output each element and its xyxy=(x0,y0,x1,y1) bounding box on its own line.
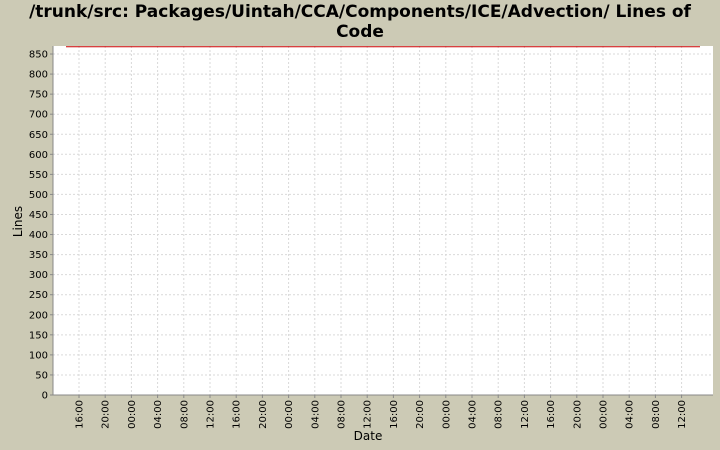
x-tick-label: 00:00 xyxy=(599,400,610,429)
y-tick-label: 800 xyxy=(29,70,48,81)
y-tick-label: 650 xyxy=(29,130,48,141)
x-tick-label: 20:00 xyxy=(101,400,112,429)
x-tick-label: 20:00 xyxy=(258,400,269,429)
x-tick-label: 20:00 xyxy=(572,400,583,429)
y-tick-label: 350 xyxy=(29,250,48,261)
chart-title-line-2: Code xyxy=(336,22,384,42)
x-tick-label: 12:00 xyxy=(520,400,531,429)
x-tick-label: 12:00 xyxy=(363,400,374,429)
x-tick-label: 04:00 xyxy=(310,400,321,429)
x-tick-label: 20:00 xyxy=(415,400,426,429)
y-tick-label: 200 xyxy=(29,310,48,321)
x-tick-label: 16:00 xyxy=(389,400,400,429)
x-tick-label: 08:00 xyxy=(494,400,505,429)
x-tick-label: 12:00 xyxy=(206,400,217,429)
y-tick-label: 700 xyxy=(29,110,48,121)
x-tick-label: 08:00 xyxy=(337,400,348,429)
x-tick-label: 12:00 xyxy=(677,400,688,429)
y-axis-label: Lines xyxy=(11,206,25,237)
x-tick-label: 16:00 xyxy=(546,400,557,429)
y-tick-label: 0 xyxy=(42,391,48,402)
y-tick-label: 100 xyxy=(29,350,48,361)
y-tick-label: 400 xyxy=(29,230,48,241)
y-tick-label: 600 xyxy=(29,150,48,161)
x-tick-label: 00:00 xyxy=(441,400,452,429)
y-tick-label: 450 xyxy=(29,210,48,221)
x-tick-label: 16:00 xyxy=(75,400,86,429)
x-tick-label: 04:00 xyxy=(153,400,164,429)
x-tick-label: 04:00 xyxy=(625,400,636,429)
chart-title-line-1: /trunk/src: Packages/Uintah/CCA/Componen… xyxy=(29,2,691,22)
y-tick-label: 300 xyxy=(29,270,48,281)
y-tick-label: 250 xyxy=(29,290,48,301)
y-tick-label: 550 xyxy=(29,170,48,181)
x-tick-label: 00:00 xyxy=(127,400,138,429)
x-tick-label: 08:00 xyxy=(179,400,190,429)
y-tick-label: 750 xyxy=(29,90,48,101)
y-tick-label: 150 xyxy=(29,330,48,341)
x-tick-label: 08:00 xyxy=(651,400,662,429)
plot-area xyxy=(53,46,713,395)
y-tick-label: 850 xyxy=(29,50,48,61)
x-tick-label: 04:00 xyxy=(468,400,479,429)
y-tick-label: 50 xyxy=(35,370,48,381)
y-tick-label: 500 xyxy=(29,190,48,201)
x-axis-label: Date xyxy=(354,429,383,443)
x-tick-label: 00:00 xyxy=(284,400,295,429)
x-tick-label: 16:00 xyxy=(232,400,243,429)
